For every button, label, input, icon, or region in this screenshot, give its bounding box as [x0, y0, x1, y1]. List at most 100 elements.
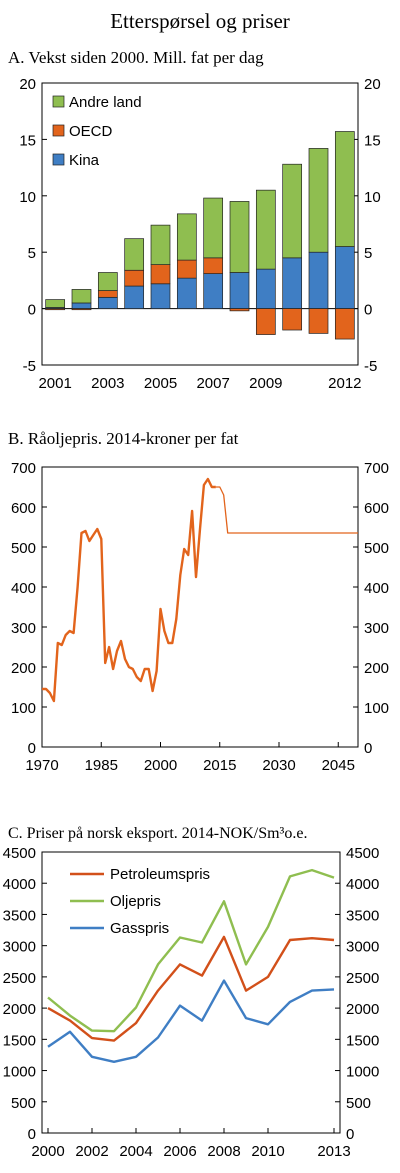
panel-b-xtick-label: 2015 — [203, 757, 236, 774]
panel-a-legend-label: Andre land — [69, 94, 142, 111]
panel-b-ytick-label-left: 400 — [11, 580, 36, 597]
panel-a-ytick-label-left: 10 — [19, 189, 36, 206]
panel-a-ytick-label-right: 0 — [364, 302, 372, 319]
panel-a-bar-andre-land — [203, 197, 224, 259]
panel-a-xtick-label: 2009 — [249, 375, 282, 392]
panel-b-xtick-label: 1970 — [25, 757, 58, 774]
panel-b-ytick-label-left: 700 — [11, 460, 36, 477]
panel-a-bar-andre-land — [308, 148, 329, 253]
panel-a-bar-andre-land — [255, 189, 276, 270]
panel-a-bar-oecd — [229, 308, 250, 312]
panel-a-legend-label: Kina — [69, 152, 100, 169]
panel-a-bar-andre-land — [229, 201, 250, 273]
panel-a-bar-oecd — [71, 308, 92, 311]
panel-a-chart: -5 -5 0 0 5 5 10 10 15 15 20 20 2001 2003 2005 2007 2009… — [19, 76, 380, 392]
panel-a-bar-kina — [71, 302, 92, 309]
panel-b-title: B. Råoljepris. 2014-kroner per fat — [8, 429, 239, 448]
panel-b-ytick-label-left: 100 — [11, 700, 36, 717]
panel-a-bar-kina — [308, 251, 329, 309]
panel-c-ytick-label-left: 0 — [28, 1126, 36, 1143]
panel-b-ytick-label-right: 700 — [364, 460, 389, 477]
panel-c-ytick-label-left: 3500 — [3, 907, 36, 924]
panel-a-bar-oecd — [150, 264, 171, 285]
panel-a-bar-kina — [334, 246, 355, 309]
panel-c-ytick-label-right: 4500 — [346, 845, 379, 862]
panel-c-frame — [41, 851, 341, 1134]
panel-c-ytick-label-right: 4000 — [346, 876, 379, 893]
panel-c-legend-label: Petroleumspris — [110, 866, 210, 883]
panel-b-xtick-label: 1985 — [85, 757, 118, 774]
panel-c-xtick-label: 2002 — [75, 1143, 108, 1160]
panel-b-ytick-label-left: 500 — [11, 540, 36, 557]
panel-c-ytick-label-left: 4500 — [3, 845, 36, 862]
panel-b-ytick-label-right: 200 — [364, 660, 389, 677]
panel-a-bar-kina — [97, 296, 118, 309]
panel-a-bar-kina — [255, 268, 276, 309]
panel-c-ytick-label-left: 1500 — [3, 1032, 36, 1049]
panel-a-bar-andre-land — [97, 272, 118, 291]
panel-c-series-petroleumspris — [47, 935, 335, 1042]
panel-a-bar-andre-land — [150, 224, 171, 265]
panel-c-ytick-label-right: 1500 — [346, 1032, 379, 1049]
panel-a-xtick-label: 2001 — [38, 375, 71, 392]
panel-a-xtick-label: 2007 — [196, 375, 229, 392]
panel-a-bar-andre-land — [45, 299, 66, 308]
panel-c-legend-label: Oljepris — [110, 893, 161, 910]
panel-c-ytick-label-left: 2000 — [3, 1001, 36, 1018]
panel-a-ytick-label-right: -5 — [364, 358, 377, 375]
panel-b-xtick-label: 2000 — [144, 757, 177, 774]
panel-a-bar-kina — [176, 277, 197, 309]
panel-a-ytick-label-left: 0 — [28, 302, 36, 319]
panel-a-ytick-label-right: 5 — [364, 245, 372, 262]
panel-b-ytick-label-left: 200 — [11, 660, 36, 677]
panel-c-xtick-label: 2013 — [317, 1143, 350, 1160]
panel-a-xtick-label: 2012 — [328, 375, 361, 392]
panel-b-series-historical — [42, 477, 216, 703]
panel-c-ytick-label-right: 500 — [346, 1095, 371, 1112]
panel-a-legend-swatch — [52, 153, 65, 166]
panel-c-series-gasspris — [47, 979, 335, 1063]
panel-a-bar-oecd — [308, 308, 329, 334]
panel-b-ytick-label-right: 600 — [364, 500, 389, 517]
panel-a-legend-swatch — [52, 95, 65, 108]
panel-c-ytick-label-right: 2000 — [346, 1001, 379, 1018]
panel-b-ytick-label-left: 0 — [28, 740, 36, 757]
panel-b-ytick-label-left: 600 — [11, 500, 36, 517]
panel-c-xtick-label: 2008 — [207, 1143, 240, 1160]
panel-a-bar-andre-land — [334, 131, 355, 247]
panel-c-ytick-label-left: 1000 — [3, 1064, 36, 1081]
panel-c-ytick-label-right: 1000 — [346, 1064, 379, 1081]
panel-a-bar-oecd — [203, 257, 224, 274]
panel-c-ytick-label-right: 3000 — [346, 939, 379, 956]
panel-a-legend-swatch — [52, 124, 65, 137]
panel-c-ytick-label-left: 2500 — [3, 970, 36, 987]
panel-a-ytick-label-left: 5 — [28, 245, 36, 262]
panel-a-ytick-label-right: 15 — [364, 132, 381, 149]
panel-a-frame — [41, 82, 359, 366]
panel-c-ytick-label-left: 4000 — [3, 876, 36, 893]
panel-a-title: A. Vekst siden 2000. Mill. fat per dag — [8, 48, 264, 67]
panel-c-ytick-label-left: 3000 — [3, 939, 36, 956]
panel-a-ytick-label-right: 20 — [364, 76, 381, 93]
panel-a-bar-oecd — [45, 308, 66, 311]
panel-c-ytick-label-right: 0 — [346, 1126, 354, 1143]
panel-a-xtick-label: 2003 — [91, 375, 124, 392]
panel-a-bar-oecd — [334, 308, 355, 340]
panel-c-xtick-label: 2000 — [31, 1143, 64, 1160]
panel-b-chart: 0 0 100 100 200 200 300 300 400 400 500 500 600 600 70… — [11, 460, 389, 774]
panel-b-xtick-label: 2030 — [262, 757, 295, 774]
panel-a-bar-kina — [203, 273, 224, 309]
panel-a-bar-andre-land — [176, 213, 197, 261]
panel-a-bar-andre-land — [71, 289, 92, 304]
panel-c-legend-label: Gasspris — [110, 920, 169, 937]
panel-a-xtick-label: 2005 — [144, 375, 177, 392]
panel-b-ytick-label-right: 400 — [364, 580, 389, 597]
panel-b-frame — [41, 466, 359, 748]
panel-a-ytick-label-left: 20 — [19, 76, 36, 93]
panel-b-series-projection — [215, 486, 358, 534]
panel-a-bar-oecd — [176, 259, 197, 279]
panel-a-bar-kina — [150, 283, 171, 309]
panel-a-bar-oecd — [282, 308, 303, 331]
panel-c-ytick-label-right: 2500 — [346, 970, 379, 987]
